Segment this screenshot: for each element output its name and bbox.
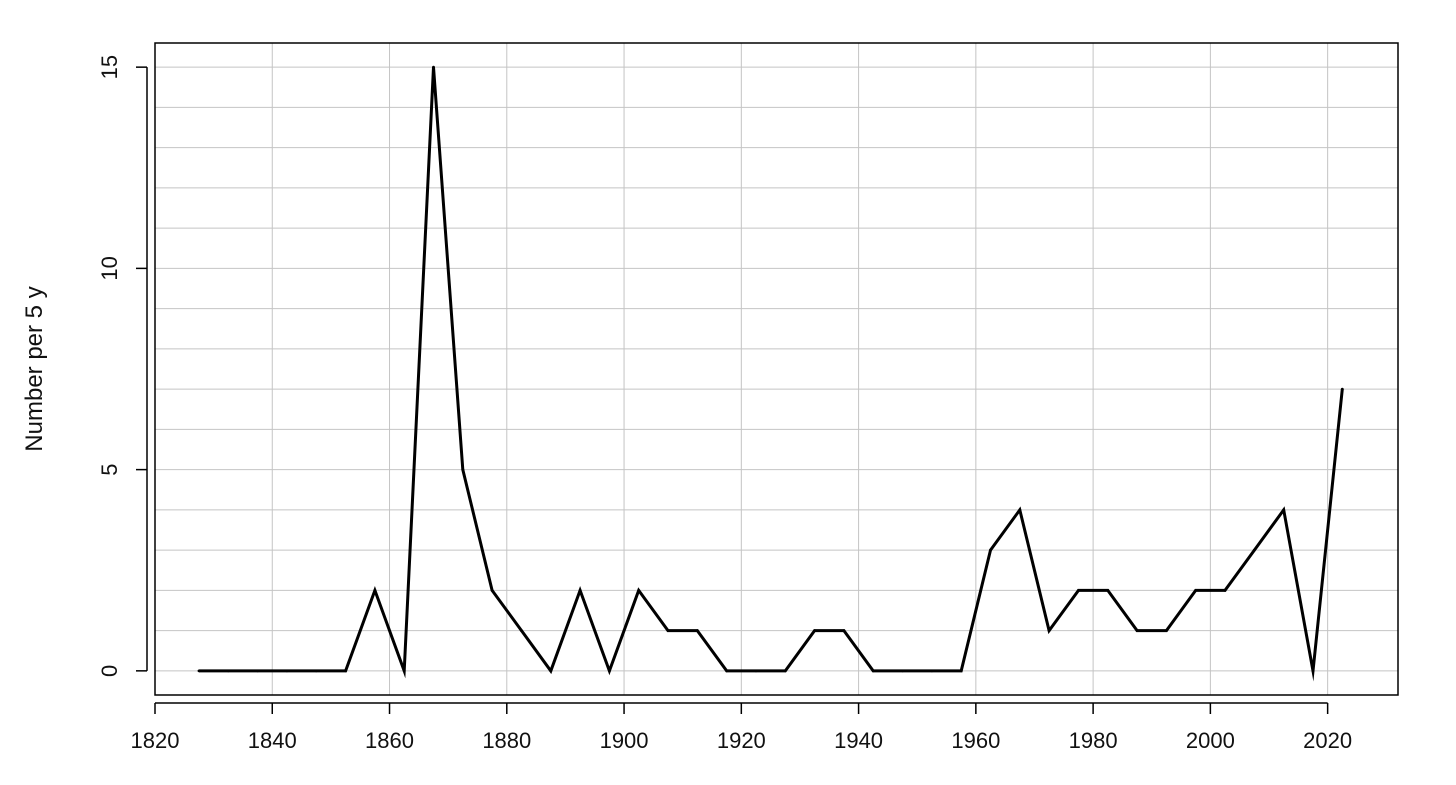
data-point xyxy=(285,669,289,673)
data-point xyxy=(226,669,230,673)
data-point xyxy=(520,629,523,633)
data-point xyxy=(256,669,260,673)
y-axis-title: Number per 5 y xyxy=(21,286,48,451)
data-point xyxy=(695,629,699,633)
series-line xyxy=(199,66,1344,682)
data-point xyxy=(373,588,377,592)
data-point xyxy=(754,669,758,673)
data-point xyxy=(607,669,611,673)
data-point xyxy=(578,588,582,592)
x-tick-label: 1920 xyxy=(717,728,766,753)
data-point xyxy=(1311,669,1315,673)
x-tick-label: 1860 xyxy=(365,728,414,753)
x-tick-label: 1980 xyxy=(1069,728,1118,753)
data-point xyxy=(549,669,553,673)
data-point xyxy=(1194,588,1198,592)
data-point xyxy=(783,669,787,673)
y-tick-label: 5 xyxy=(97,463,122,475)
data-point xyxy=(871,669,875,673)
data-point xyxy=(1077,588,1080,592)
data-point xyxy=(490,588,494,592)
data-point xyxy=(813,629,817,633)
data-point xyxy=(901,669,904,673)
data-point xyxy=(666,629,670,633)
y-axis: 0 5 10 15 xyxy=(97,55,148,677)
plot-frame xyxy=(154,42,1399,696)
x-tick-label: 1820 xyxy=(131,728,180,753)
data-point xyxy=(402,669,406,673)
y-tick-label: 15 xyxy=(97,55,122,79)
data-point xyxy=(1223,588,1227,592)
data-point xyxy=(344,669,347,673)
x-axis: 1820 1840 1860 1880 1900 1920 1940 1960 1980 2000… xyxy=(131,702,1352,753)
data-point xyxy=(725,669,729,673)
x-tick-label: 1840 xyxy=(248,728,297,753)
data-point xyxy=(959,669,963,673)
data-point xyxy=(197,669,201,673)
data-point xyxy=(314,669,318,673)
x-tick-label: 1900 xyxy=(600,728,649,753)
series-layer xyxy=(197,65,1344,682)
x-tick-label: 2020 xyxy=(1303,728,1352,753)
data-point xyxy=(842,629,846,633)
x-tick-label: 1960 xyxy=(951,728,1000,753)
data-point xyxy=(1165,629,1168,633)
data-point xyxy=(989,548,992,552)
x-tick-label: 1880 xyxy=(482,728,531,753)
data-point xyxy=(1282,508,1286,512)
data-point xyxy=(1047,629,1051,633)
x-tick-label: 2000 xyxy=(1186,728,1235,753)
y-tick-label: 0 xyxy=(97,665,122,677)
data-point xyxy=(1106,588,1110,592)
data-point xyxy=(1018,508,1022,512)
x-tick-label: 1940 xyxy=(834,728,883,753)
data-point xyxy=(1340,387,1344,391)
grid-lines xyxy=(154,43,1398,695)
y-tick-label: 10 xyxy=(97,256,122,280)
data-point xyxy=(461,468,465,472)
data-point xyxy=(1135,629,1139,633)
data-point xyxy=(637,588,641,592)
data-point xyxy=(432,65,435,69)
data-point xyxy=(930,669,934,673)
data-point xyxy=(1252,548,1256,552)
